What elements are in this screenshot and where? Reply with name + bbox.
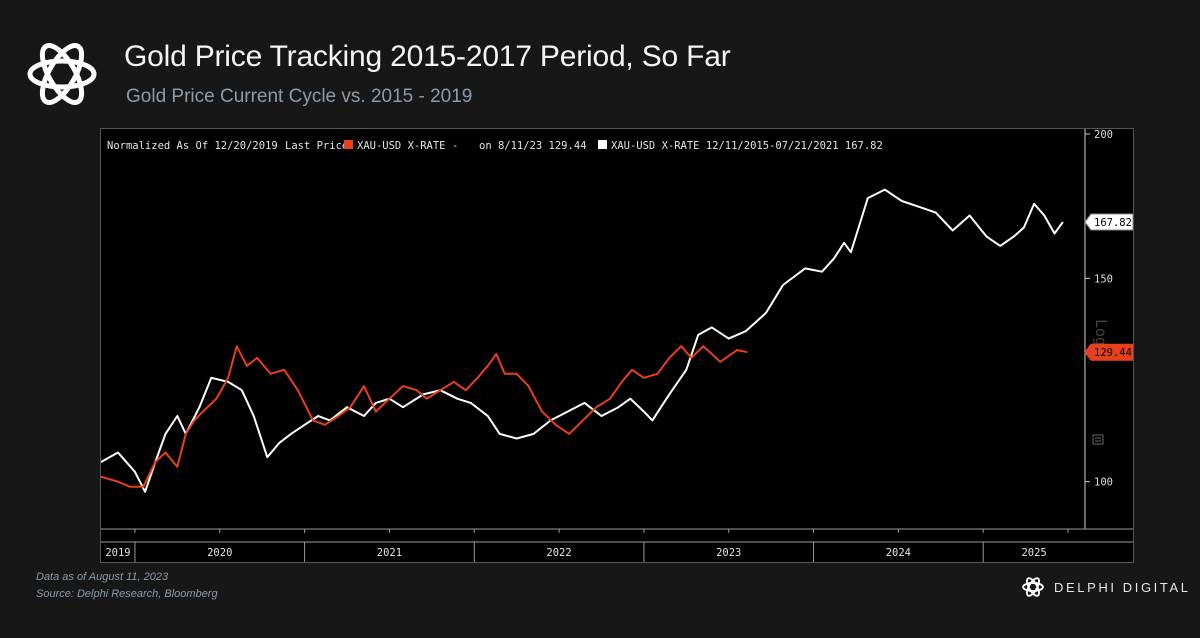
x-tick-label: 2023 <box>716 547 741 559</box>
data-as-of-note: Data as of August 11, 2023 <box>36 571 169 583</box>
x-axis-ticks <box>134 529 1069 562</box>
brand-footer: DELPHI DIGITAL <box>1020 574 1191 600</box>
x-tick-label: 2021 <box>377 547 402 559</box>
chart-panel: Normalized As Of 12/20/2019 Last Price X… <box>100 128 1134 563</box>
axis-toggle-icon[interactable] <box>1092 434 1104 445</box>
log-scale-label: Log <box>1092 319 1110 346</box>
legend-swatch-current <box>344 140 353 149</box>
y-tick-label: 200 <box>1094 129 1113 141</box>
legend-series1-label: XAU-USD X-RATE - <box>357 140 458 152</box>
series-line-current-cycle <box>100 345 748 488</box>
brand-name: DELPHI DIGITAL <box>1054 579 1191 595</box>
x-tick-label: 2025 <box>1021 547 1046 559</box>
y-tick-label: 150 <box>1094 273 1113 285</box>
last-value-text: 167.82 <box>1094 217 1132 229</box>
x-tick-label: 2019 <box>105 547 130 559</box>
last-value-text: 129.44 <box>1094 347 1132 359</box>
chart: Normalized As Of 12/20/2019 Last Price X… <box>100 129 1134 562</box>
legend-normalized: Normalized As Of 12/20/2019 <box>107 140 278 152</box>
legend-last-price: Last Price <box>285 140 348 152</box>
legend-series2-label: XAU-USD X-RATE 12/11/2015-07/21/2021 167… <box>611 140 883 152</box>
x-tick-label: 2024 <box>886 547 911 559</box>
y-axis-ticks: 100 150 200 <box>1085 129 1113 489</box>
legend-series1-suffix: on 8/11/23 129.44 <box>479 140 586 152</box>
y-tick-label: 100 <box>1094 477 1113 489</box>
last-value-tag-current: 129.44 <box>1084 343 1134 361</box>
last-value-labels: 129.44 167.82 <box>1084 213 1134 361</box>
source-note: Source: Delphi Research, Bloomberg <box>36 588 218 600</box>
x-tick-label: 2022 <box>546 547 571 559</box>
delphi-logo-icon <box>27 43 97 105</box>
page-title: Gold Price Tracking 2015-2017 Period, So… <box>124 40 731 73</box>
page-subtitle: Gold Price Current Cycle vs. 2015 - 2019 <box>126 86 473 107</box>
last-value-tag-prior: 167.82 <box>1084 213 1134 231</box>
x-axis-labels: 2019 2020 2021 2022 2023 2024 2025 <box>105 547 1046 559</box>
legend-swatch-prior <box>598 140 607 149</box>
series-line-prior-cycle <box>100 188 1064 493</box>
delphi-small-logo-icon <box>1022 577 1044 597</box>
x-tick-label: 2020 <box>207 547 232 559</box>
